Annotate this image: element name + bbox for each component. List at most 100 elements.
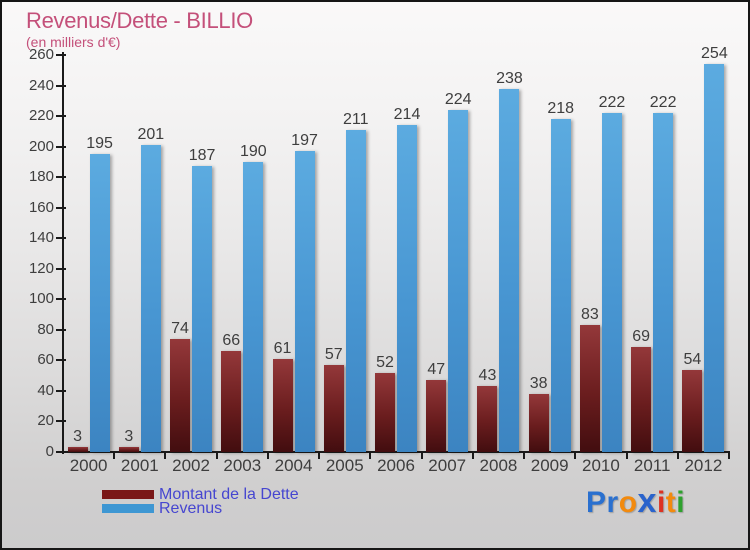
value-label-revenus-2012: 254 [701, 45, 728, 63]
x-axis-label: 2006 [377, 456, 415, 475]
value-label-dette-2007: 47 [427, 361, 446, 379]
y-tick [56, 176, 66, 179]
value-label-revenus-2004: 197 [291, 132, 318, 150]
x-tick [676, 452, 679, 459]
bar-dette-2007 [426, 380, 447, 452]
value-label-dette-2010: 83 [581, 306, 599, 324]
legend: Montant de la Dette Revenus [102, 486, 299, 517]
value-label-dette-2011: 69 [632, 327, 651, 345]
x-axis-label: 2003 [223, 456, 262, 475]
value-label-revenus-2001: 201 [137, 126, 165, 144]
y-tick [56, 451, 66, 453]
x-tick [164, 452, 167, 459]
value-label-dette-2001: 3 [124, 428, 134, 446]
brand-logo-letter: x [637, 482, 657, 520]
y-tick [56, 420, 66, 423]
x-axis-label: 2004 [274, 456, 313, 475]
bar-revenus-2004 [294, 151, 315, 452]
y-tick-label: 0 [45, 443, 54, 460]
bar-dette-2001 [118, 447, 139, 452]
bar-dette-2005 [323, 364, 344, 452]
bar-revenus-2011 [653, 113, 674, 452]
legend-label-revenus: Revenus [159, 500, 223, 517]
value-label-revenus-2011: 222 [649, 94, 677, 112]
brand-logo-letter: o [618, 486, 638, 519]
x-axis-label: 2002 [172, 456, 210, 475]
bar-dette-2004 [272, 358, 293, 452]
bar-dette-2006 [375, 372, 395, 452]
x-axis-label: 2000 [69, 456, 108, 475]
y-tick [56, 267, 66, 270]
bar-revenus-2010 [601, 113, 622, 452]
x-axis-label: 2001 [120, 456, 159, 475]
value-label-dette-2006: 52 [376, 353, 394, 371]
x-axis-label: 2008 [479, 456, 518, 475]
legend-item-dette: Montant de la Dette [102, 486, 299, 503]
x-axis-label: 2012 [684, 456, 723, 475]
y-tick-label: 240 [28, 76, 54, 94]
legend-item-revenus: Revenus [102, 500, 299, 517]
y-tick-label: 260 [28, 46, 54, 63]
value-label-revenus-2002: 187 [188, 147, 216, 165]
x-axis-label: 2009 [530, 456, 569, 475]
brand-logo-letter: i [676, 486, 686, 519]
brand-logo-letter: t [665, 486, 677, 519]
y-tick [56, 206, 66, 209]
bar-revenus-2003 [243, 161, 264, 452]
y-axis [62, 52, 64, 454]
page-subtitle: (en milliers d'€) [26, 34, 121, 50]
bar-dette-2011 [631, 346, 652, 452]
value-label-dette-2005: 57 [324, 345, 343, 363]
x-tick [523, 452, 526, 459]
bar-dette-2012 [682, 369, 703, 452]
bar-revenus-2009 [550, 119, 571, 452]
x-tick [215, 452, 218, 459]
bar-revenus-2007 [448, 109, 469, 452]
value-label-dette-2002: 74 [171, 320, 189, 337]
bar-revenus-2008 [499, 88, 520, 452]
bar-revenus-2000 [89, 154, 110, 452]
page-title: Revenus/Dette - BILLIO [26, 8, 253, 33]
bar-dette-2000 [67, 447, 88, 452]
y-tick [56, 328, 66, 331]
bar-revenus-2012 [704, 64, 725, 452]
value-label-revenus-2003: 190 [239, 142, 267, 160]
bar-revenus-2005 [345, 129, 366, 452]
x-axis-label: 2010 [582, 456, 620, 475]
y-tick-label: 20 [37, 412, 54, 430]
y-tick-label: 100 [28, 290, 54, 308]
legend-swatch-revenus [102, 504, 154, 513]
value-label-revenus-2006: 214 [393, 106, 421, 124]
y-tick-label: 120 [28, 259, 54, 277]
value-label-revenus-2000: 195 [86, 135, 113, 153]
x-tick [318, 452, 321, 459]
bar-revenus-2002 [192, 166, 213, 452]
y-tick-label: 80 [37, 320, 54, 338]
brand-logo-letter: P [586, 486, 607, 519]
y-tick-label: 60 [37, 351, 54, 369]
value-label-dette-2004: 61 [273, 339, 292, 357]
y-tick-label: 140 [28, 229, 54, 247]
bar-revenus-2001 [140, 145, 161, 452]
y-tick-label: 40 [37, 381, 54, 399]
value-label-dette-2008: 43 [478, 367, 497, 385]
bar-dette-2008 [477, 386, 498, 452]
y-tick [56, 115, 66, 118]
value-label-dette-2009: 38 [529, 374, 548, 392]
value-label-revenus-2008: 238 [496, 69, 523, 87]
y-tick-label: 180 [28, 168, 54, 186]
bar-dette-2002 [170, 339, 191, 452]
y-tick [56, 145, 66, 148]
legend-swatch-dette [102, 490, 154, 499]
y-tick [56, 237, 66, 240]
value-label-revenus-2009: 218 [547, 100, 575, 118]
value-label-dette-2000: 3 [73, 428, 83, 446]
brand-logo: Proxiti [586, 484, 685, 520]
bar-chart: 0 20 40 60 80 100 120 140 160 180 200 220 240 260 3 195… [2, 2, 748, 482]
legend-label-dette: Montant de la Dette [159, 486, 299, 503]
y-tick [56, 389, 66, 392]
y-tick [56, 298, 66, 301]
x-axis-label: 2007 [428, 456, 467, 475]
y-tick-label: 160 [28, 198, 54, 216]
